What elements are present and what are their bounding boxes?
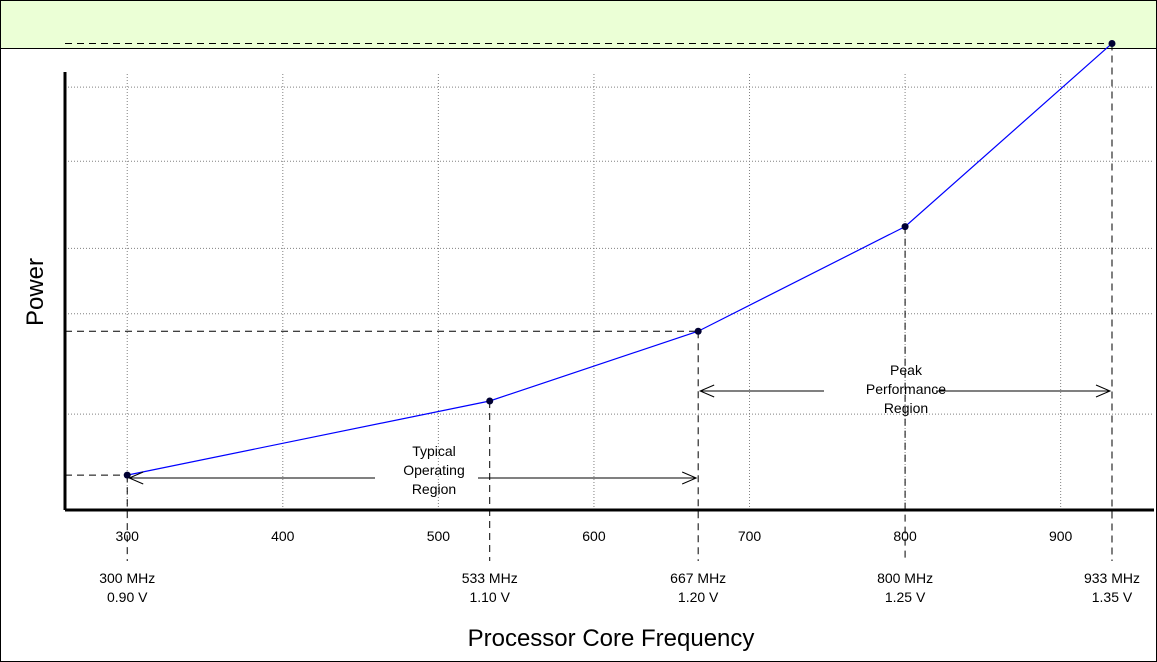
voltage-label: 1.35 V: [1092, 589, 1133, 605]
y-axis-label: Power: [22, 258, 49, 326]
x-axis-label: Processor Core Frequency: [468, 625, 755, 652]
peak-performance-region-arrowhead-left: [698, 384, 715, 398]
voltage-label: 1.20 V: [678, 589, 719, 605]
frequency-label: 300 MHz: [99, 570, 155, 586]
peak-performance-region-label: Region: [884, 400, 928, 416]
peak-performance-region-label: Peak: [890, 362, 923, 378]
x-tick-label: 900: [1049, 528, 1073, 544]
frequency-label: 933 MHz: [1084, 570, 1140, 586]
power-series: [123, 39, 1116, 479]
data-point: [901, 223, 909, 231]
typical-operating-region-label: Typical: [412, 443, 456, 459]
annotations: Typical Operating Region Peak Performance Reg…: [127, 362, 1112, 497]
peak-performance-region-label: Performance: [866, 381, 946, 397]
frequency-label: 667 MHz: [670, 570, 726, 586]
labels: Power Processor Core Frequency 300 400 500…: [22, 258, 1140, 652]
data-point: [1108, 39, 1116, 47]
x-tick-label: 600: [582, 528, 606, 544]
power-line: [127, 43, 1113, 476]
chart-title-bar: [1, 1, 1156, 49]
x-tick-label: 500: [427, 528, 451, 544]
data-point: [694, 327, 702, 335]
data-point: [123, 471, 131, 479]
x-tick-label: 400: [271, 528, 295, 544]
typical-operating-region-label: Region: [412, 481, 456, 497]
voltage-label: 1.10 V: [469, 589, 510, 605]
typical-operating-region-label: Operating: [403, 462, 464, 478]
axes: [63, 72, 1154, 512]
typical-operating-region-arrowhead-right: [681, 471, 698, 485]
frequency-label: 800 MHz: [877, 570, 933, 586]
frequency-label: 533 MHz: [462, 570, 518, 586]
grid: [65, 74, 1154, 510]
x-tick-label: 300: [116, 528, 140, 544]
voltage-label: 0.90 V: [107, 589, 148, 605]
reference-guides: [65, 42, 1113, 561]
data-point: [486, 397, 494, 405]
x-tick-label: 700: [738, 528, 762, 544]
x-tick-label: 800: [893, 528, 917, 544]
voltage-label: 1.25 V: [885, 589, 926, 605]
typical-operating-region-arrowhead-left: [127, 471, 144, 485]
peak-performance-region-arrowhead-right: [1095, 384, 1112, 398]
